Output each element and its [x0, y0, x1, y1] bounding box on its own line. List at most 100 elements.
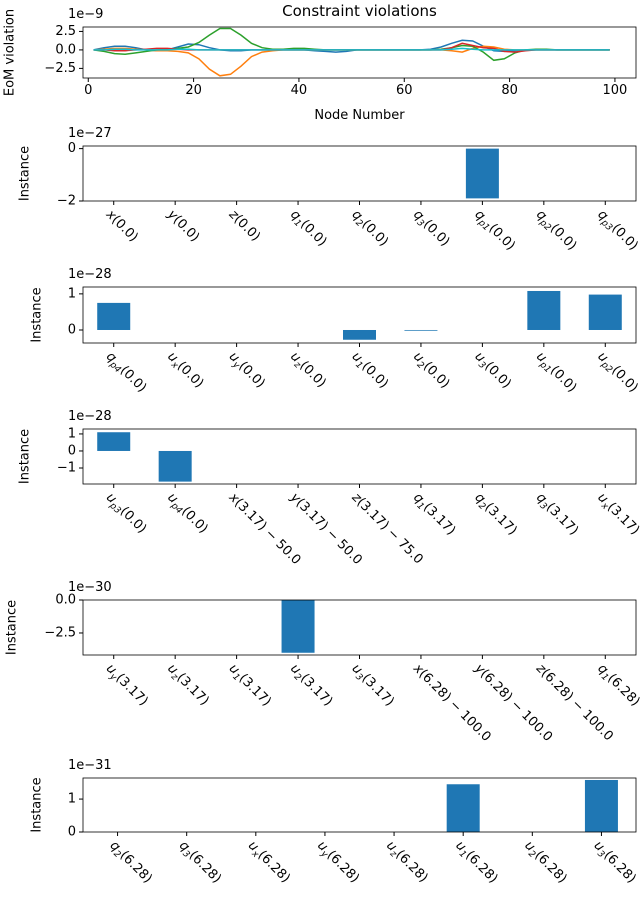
bar	[281, 600, 315, 653]
label-argument: (0.0)	[117, 363, 149, 395]
offset-text: 1e−28	[68, 409, 112, 424]
label-subscript: 3	[180, 849, 191, 860]
offset-text: 1e−31	[68, 758, 112, 773]
label-subscript: z	[168, 671, 179, 682]
label-argument: (3.17)	[236, 671, 274, 709]
x-tick-label: up1(0.0)	[532, 349, 580, 397]
label-subscript: 1	[415, 501, 426, 512]
label-argument: (0.0)	[178, 504, 210, 536]
label-argument: (0.0)	[235, 359, 267, 391]
x-tick-label: uz(0.0)	[286, 349, 329, 392]
axes-frame	[82, 777, 637, 833]
y-tick-label: 0.0	[55, 42, 76, 57]
label-subscript: 2	[415, 360, 426, 371]
x-tick-label: 0	[84, 83, 92, 98]
x-tick-label: q2(6.28)	[105, 838, 155, 888]
label-argument: (3.17)	[420, 500, 458, 538]
y-tick-label: 2.5	[55, 24, 76, 39]
x-tick-label: q3(3.17)	[532, 490, 582, 540]
label-argument: (0.0)	[174, 359, 206, 391]
x-tick-label: up3(0.0)	[101, 490, 149, 538]
label-argument: (0.0)	[608, 221, 640, 253]
label-subscript: 1	[292, 218, 303, 229]
label-argument: (3.17)	[359, 671, 397, 709]
label-argument: (3.17)	[297, 671, 335, 709]
y-tick-label: −2	[57, 194, 76, 209]
label-argument: (0.0)	[117, 504, 149, 536]
label-argument: (0.0)	[547, 363, 579, 395]
label-argument: (0.0)	[359, 359, 391, 391]
y-tick-label: 0	[68, 825, 76, 840]
x-tick-label: z(0.0)	[225, 207, 263, 245]
label-subscript: 3	[595, 849, 606, 860]
bar	[527, 290, 561, 330]
x-tick-label: ux(6.28)	[244, 838, 293, 887]
offset-text: 1e−30	[68, 580, 112, 595]
series-line	[93, 27, 610, 62]
x-tick-label: q2(3.17)	[470, 490, 520, 540]
offset-text: 1e−28	[68, 267, 112, 282]
axes-frame	[82, 145, 637, 202]
label-argument: (0.0)	[608, 363, 640, 395]
x-tick-label: u3(6.28)	[589, 838, 639, 888]
label-argument: (0.0)	[359, 217, 391, 249]
x-tick-label: qp1(0.0)	[470, 207, 518, 255]
y-tick-label: 0.0	[55, 593, 76, 608]
x-tick-label: x(0.0)	[102, 207, 141, 246]
x-tick-label: 40	[291, 83, 308, 98]
x-tick-label: q1(6.28)	[593, 661, 640, 711]
label-argument: (0.0)	[170, 213, 202, 245]
x-tick-label: uy(0.0)	[224, 349, 267, 392]
label-argument: (0.0)	[481, 359, 513, 391]
y-tick-label: 0	[68, 443, 76, 458]
x-tick-label: 20	[185, 83, 202, 98]
x-tick-label: qp3(0.0)	[593, 207, 640, 255]
bar	[158, 450, 192, 482]
bar	[343, 329, 376, 340]
offset-text: 1e−9	[68, 7, 103, 22]
label-subscript: z	[387, 848, 398, 859]
x-tick-label: up2(0.0)	[593, 349, 640, 397]
x-tick-label: 100	[603, 83, 628, 98]
label-subscript: 3	[476, 360, 487, 371]
label-argument: (6.28)	[117, 848, 155, 886]
axes-frame	[82, 599, 637, 656]
x-tick-label: u3(0.0)	[470, 349, 514, 393]
x-tick-label: q3(0.0)	[409, 207, 453, 251]
label-argument: (3.17)	[481, 500, 519, 538]
label-argument: (6.28)	[604, 671, 640, 709]
label-subscript: 1	[599, 672, 610, 683]
label-argument: (0.0)	[231, 212, 263, 244]
x-tick-label: u2(0.0)	[409, 349, 453, 393]
axes-frame	[82, 428, 637, 485]
label-argument: (0.0)	[486, 221, 518, 253]
label-subscript: 1	[230, 672, 241, 683]
y-tick-label: 1	[68, 426, 76, 441]
label-subscript: 2	[526, 849, 537, 860]
label-argument: (3.17)	[112, 671, 150, 709]
label-subscript: 3	[353, 672, 364, 683]
axes-frame	[82, 286, 637, 344]
label-argument: (6.28)	[392, 847, 430, 885]
label-argument: (0.0)	[547, 221, 579, 253]
x-tick-label: u2(3.17)	[286, 661, 336, 711]
x-tick-label: y(0.0)	[164, 207, 203, 246]
x-tick-label: qp2(0.0)	[532, 207, 580, 255]
bar	[97, 432, 131, 451]
x-tick-label: u2(6.28)	[520, 838, 570, 888]
label-argument: (6.28)	[462, 848, 500, 886]
y-tick-label: −2.5	[44, 625, 76, 640]
label-argument: (3.17) − 50.0	[231, 496, 303, 568]
y-tick-label: −1	[57, 460, 76, 475]
x-tick-label: u3(3.17)	[347, 661, 397, 711]
x-tick-label: qp4(0.0)	[101, 349, 149, 397]
label-subscript: 2	[292, 672, 303, 683]
y-axis-label: Instance	[30, 777, 45, 832]
y-axis-label: EoM violation	[3, 9, 18, 96]
x-tick-label: 60	[396, 83, 413, 98]
label-argument: (3.17)	[604, 500, 640, 538]
x-tick-label: uy(6.28)	[313, 838, 362, 887]
label-argument: (0.0)	[108, 213, 140, 245]
x-tick-label: 80	[501, 83, 518, 98]
